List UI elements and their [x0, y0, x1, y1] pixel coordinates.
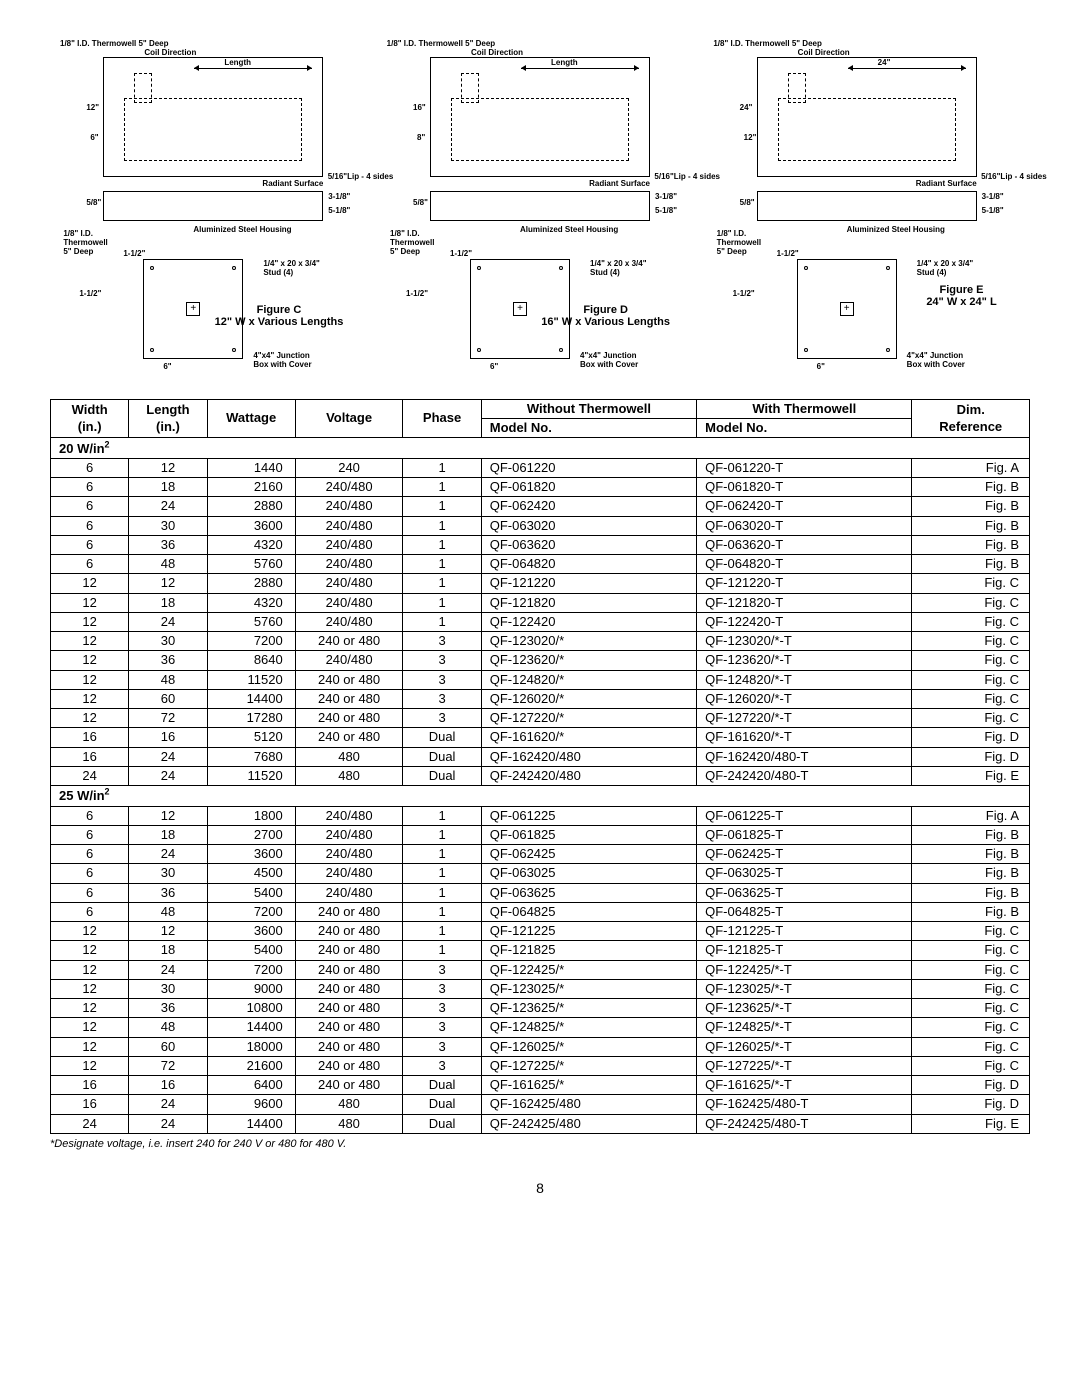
table-row: 242414400480DualQF-242425/480QF-242425/4…: [51, 1114, 1030, 1133]
section-row: 25 W/in2: [51, 786, 1030, 807]
table-row: 6121800240/4801QF-061225QF-061225-TFig. …: [51, 806, 1030, 825]
table-row: 12309000240 or 4803QF-123025/*QF-123025/…: [51, 979, 1030, 998]
hdr-dimref: Dim.Reference: [912, 399, 1030, 438]
hdr-wattage: Wattage: [207, 399, 295, 438]
table-row: 12123600240 or 4801QF-121225QF-121225-TF…: [51, 922, 1030, 941]
hdr-length: Length(in.): [129, 399, 207, 438]
section-row: 20 W/in2: [51, 438, 1030, 459]
table-row: 6304500240/4801QF-063025QF-063025-TFig. …: [51, 864, 1030, 883]
table-row: 12368640240/4803QF-123620/*QF-123620/*-T…: [51, 651, 1030, 670]
table-row: 123610800240 or 4803QF-123625/*QF-123625…: [51, 999, 1030, 1018]
table-row: 6182160240/4801QF-061820QF-061820-TFig. …: [51, 478, 1030, 497]
figure-d: 1/8" I.D. Thermowell 5" Deep 16" 8" Coil…: [387, 40, 694, 369]
table-row: 6242880240/4801QF-062420QF-062420-TFig. …: [51, 497, 1030, 516]
table-row: 6487200240 or 4801QF-064825QF-064825-TFi…: [51, 902, 1030, 921]
hdr-model2: Model No.: [697, 419, 912, 438]
table-row: 12184320240/4801QF-121820QF-121820-TFig.…: [51, 593, 1030, 612]
footnote: *Designate voltage, i.e. insert 240 for …: [50, 1138, 1030, 1150]
hdr-voltage: Voltage: [295, 399, 403, 438]
hdr-phase: Phase: [403, 399, 481, 438]
table-row: 16249600480DualQF-162425/480QF-162425/48…: [51, 1095, 1030, 1114]
table-row: 126018000240 or 4803QF-126025/*QF-126025…: [51, 1037, 1030, 1056]
figure-c: 1/8" I.D. Thermowell 5" Deep 12" 6" Coil…: [60, 40, 367, 369]
hdr-model1: Model No.: [481, 419, 696, 438]
table-row: 242411520480DualQF-242420/480QF-242420/4…: [51, 766, 1030, 785]
table-row: 12185400240 or 4801QF-121825QF-121825-TF…: [51, 941, 1030, 960]
table-row: 6485760240/4801QF-064820QF-064820-TFig. …: [51, 555, 1030, 574]
figure-e: 1/8" I.D. Thermowell 5" Deep 24" 12" Coi…: [713, 40, 1020, 369]
table-row: 16166400240 or 480DualQF-161625/*QF-1616…: [51, 1076, 1030, 1095]
hdr-width: Width(in.): [51, 399, 129, 438]
spec-table: Width(in.) Length(in.) Wattage Voltage P…: [50, 399, 1030, 1134]
table-row: 6364320240/4801QF-063620QF-063620-TFig. …: [51, 535, 1030, 554]
table-body: 20 W/in261214402401QF-061220QF-061220-TF…: [51, 438, 1030, 1134]
table-row: 12122880240/4801QF-121220QF-121220-TFig.…: [51, 574, 1030, 593]
page-number: 8: [50, 1180, 1030, 1196]
diagram-row: 1/8" I.D. Thermowell 5" Deep 12" 6" Coil…: [50, 30, 1030, 379]
table-row: 16165120240 or 480DualQF-161620/*QF-1616…: [51, 728, 1030, 747]
table-row: 12247200240 or 4803QF-122425/*QF-122425/…: [51, 960, 1030, 979]
table-head: Width(in.) Length(in.) Wattage Voltage P…: [51, 399, 1030, 438]
table-row: 6243600240/4801QF-062425QF-062425-TFig. …: [51, 845, 1030, 864]
table-row: 6182700240/4801QF-061825QF-061825-TFig. …: [51, 825, 1030, 844]
table-row: 126014400240 or 4803QF-126020/*QF-126020…: [51, 689, 1030, 708]
table-row: 12307200240 or 4803QF-123020/*QF-123020/…: [51, 632, 1030, 651]
table-row: 124814400240 or 4803QF-124825/*QF-124825…: [51, 1018, 1030, 1037]
table-row: 6303600240/4801QF-063020QF-063020-TFig. …: [51, 516, 1030, 535]
table-row: 16247680480DualQF-162420/480QF-162420/48…: [51, 747, 1030, 766]
table-row: 124811520240 or 4803QF-124820/*QF-124820…: [51, 670, 1030, 689]
table-row: 61214402401QF-061220QF-061220-TFig. A: [51, 458, 1030, 477]
table-row: 127221600240 or 4803QF-127225/*QF-127225…: [51, 1056, 1030, 1075]
table-row: 12245760240/4801QF-122420QF-122420-TFig.…: [51, 612, 1030, 631]
hdr-with: With Thermowell: [697, 399, 912, 418]
table-row: 127217280240 or 4803QF-127220/*QF-127220…: [51, 709, 1030, 728]
hdr-without: Without Thermowell: [481, 399, 696, 418]
table-row: 6365400240/4801QF-063625QF-063625-TFig. …: [51, 883, 1030, 902]
